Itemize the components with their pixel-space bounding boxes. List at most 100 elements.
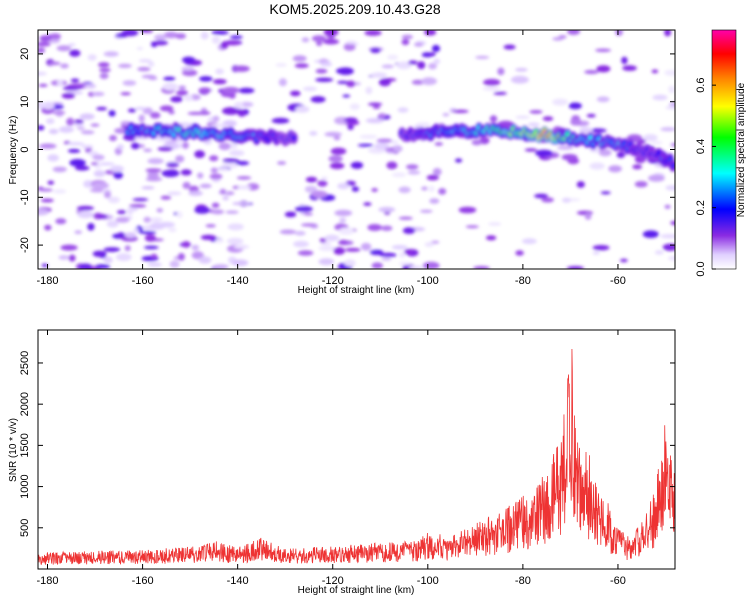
- heatmap-blob: [96, 106, 107, 111]
- heatmap-blob: [129, 204, 147, 208]
- heatmap-blob: [225, 40, 241, 46]
- y-tick-label: -20: [19, 237, 31, 253]
- heatmap-blob: [429, 52, 436, 57]
- heatmap-blob: [48, 61, 61, 66]
- spectrogram-y-axis-label: Frequency (Hz): [8, 116, 19, 185]
- heatmap-blob: [225, 210, 239, 214]
- heatmap-blob: [218, 167, 230, 172]
- heatmap-blob: [596, 65, 611, 73]
- heatmap-blob: [133, 228, 140, 232]
- heatmap-blob: [198, 87, 212, 94]
- snr-series-line: [38, 348, 675, 566]
- heatmap-blob: [163, 31, 179, 39]
- heatmap-blob: [398, 186, 411, 194]
- x-tick-label: -60: [610, 275, 626, 287]
- heatmap-blob: [421, 77, 437, 86]
- heatmap-blob: [154, 34, 167, 41]
- heatmap-blob: [56, 79, 64, 87]
- heatmap-blob: [46, 118, 55, 125]
- heatmap-blob: [131, 207, 139, 212]
- heatmap-blob: [141, 186, 155, 190]
- heatmap-blob: [237, 185, 252, 190]
- heatmap-blob: [442, 113, 450, 117]
- heatmap-blob: [60, 244, 78, 251]
- heatmap-blob: [351, 186, 360, 192]
- heatmap-blob: [643, 134, 658, 142]
- heatmap-blob: [347, 124, 354, 130]
- heatmap-blob: [177, 252, 185, 261]
- heatmap-blob: [378, 113, 387, 119]
- heatmap-blob: [562, 197, 571, 203]
- heatmap-blob: [98, 62, 110, 68]
- y-tick-label: 1500: [19, 433, 31, 457]
- heatmap-blob: [159, 105, 174, 112]
- heatmap-blob: [40, 198, 54, 203]
- heatmap-blob: [399, 252, 406, 258]
- heatmap-blob: [220, 41, 229, 50]
- heatmap-blob: [95, 264, 111, 269]
- heatmap-blob: [381, 225, 393, 231]
- heatmap-blob: [238, 87, 255, 94]
- heatmap-blob: [120, 92, 131, 96]
- heatmap-blob: [295, 206, 313, 212]
- heatmap-blob: [471, 139, 482, 146]
- heatmap-blob: [608, 165, 622, 173]
- heatmap-blob: [130, 142, 140, 150]
- heatmap-blob: [114, 147, 123, 156]
- heatmap-blob: [76, 205, 94, 211]
- heatmap-blob: [329, 162, 345, 170]
- heatmap-blob: [670, 220, 675, 226]
- chart-title: KOM5.2025.209.10.43.G28: [269, 1, 440, 17]
- heatmap-blob: [70, 78, 80, 83]
- heatmap-blob: [58, 255, 70, 260]
- heatmap-blob: [121, 30, 139, 37]
- heatmap-blob: [138, 114, 145, 123]
- heatmap-blob: [566, 266, 584, 269]
- heatmap-blob: [567, 30, 581, 35]
- heatmap-blob: [420, 209, 433, 213]
- colorbar-tick-label: 0.4: [695, 139, 707, 154]
- heatmap-blob: [132, 198, 149, 202]
- heatmap-blob: [108, 196, 120, 204]
- heatmap-blob: [431, 44, 441, 53]
- heatmap-blob: [334, 209, 353, 217]
- heatmap-blob: [493, 91, 508, 95]
- heatmap-blob: [337, 80, 349, 84]
- heatmap-blob: [363, 202, 372, 206]
- heatmap-blob: [47, 180, 55, 185]
- heatmap-blob: [91, 182, 109, 190]
- heatmap-blob: [317, 180, 328, 187]
- heatmap-blob: [85, 83, 97, 89]
- spectrogram-x-ticks: -180 -160 -140 -120 -100 -80 -60: [36, 30, 626, 287]
- heatmap-blob: [339, 217, 347, 223]
- heatmap-blob: [378, 206, 396, 213]
- heatmap-blob: [110, 165, 124, 173]
- heatmap-blob: [175, 155, 185, 163]
- snr-x-ticks: -180 -160 -140 -120 -100 -80 -60: [36, 330, 626, 587]
- heatmap-blob: [620, 258, 628, 263]
- heatmap-blob: [168, 110, 175, 115]
- heatmap-blob: [124, 245, 131, 252]
- heatmap-blob: [651, 69, 659, 74]
- heatmap-blob: [323, 30, 339, 37]
- heatmap-blob: [160, 195, 172, 200]
- heatmap-blob: [665, 185, 675, 191]
- colorbar-ticks: 0.0 0.2 0.4 0.6: [695, 78, 716, 277]
- heatmap-blob: [584, 70, 599, 74]
- heatmap-blob: [191, 244, 200, 251]
- heatmap-blob: [211, 30, 229, 35]
- heatmap-blob: [52, 166, 67, 173]
- heatmap-blob: [136, 46, 144, 51]
- heatmap-blob: [92, 154, 105, 161]
- heatmap-blob: [108, 110, 116, 117]
- heatmap-blob: [68, 254, 76, 262]
- heatmap-blob: [39, 35, 52, 42]
- heatmap-blob: [149, 112, 161, 119]
- heatmap-blob: [200, 31, 209, 40]
- x-tick-label: -60: [610, 575, 626, 587]
- heatmap-blob: [324, 234, 340, 242]
- heatmap-blob: [199, 76, 213, 82]
- heatmap-blob: [596, 96, 610, 103]
- heatmap-blob: [109, 135, 117, 142]
- heatmap-blob: [670, 143, 675, 147]
